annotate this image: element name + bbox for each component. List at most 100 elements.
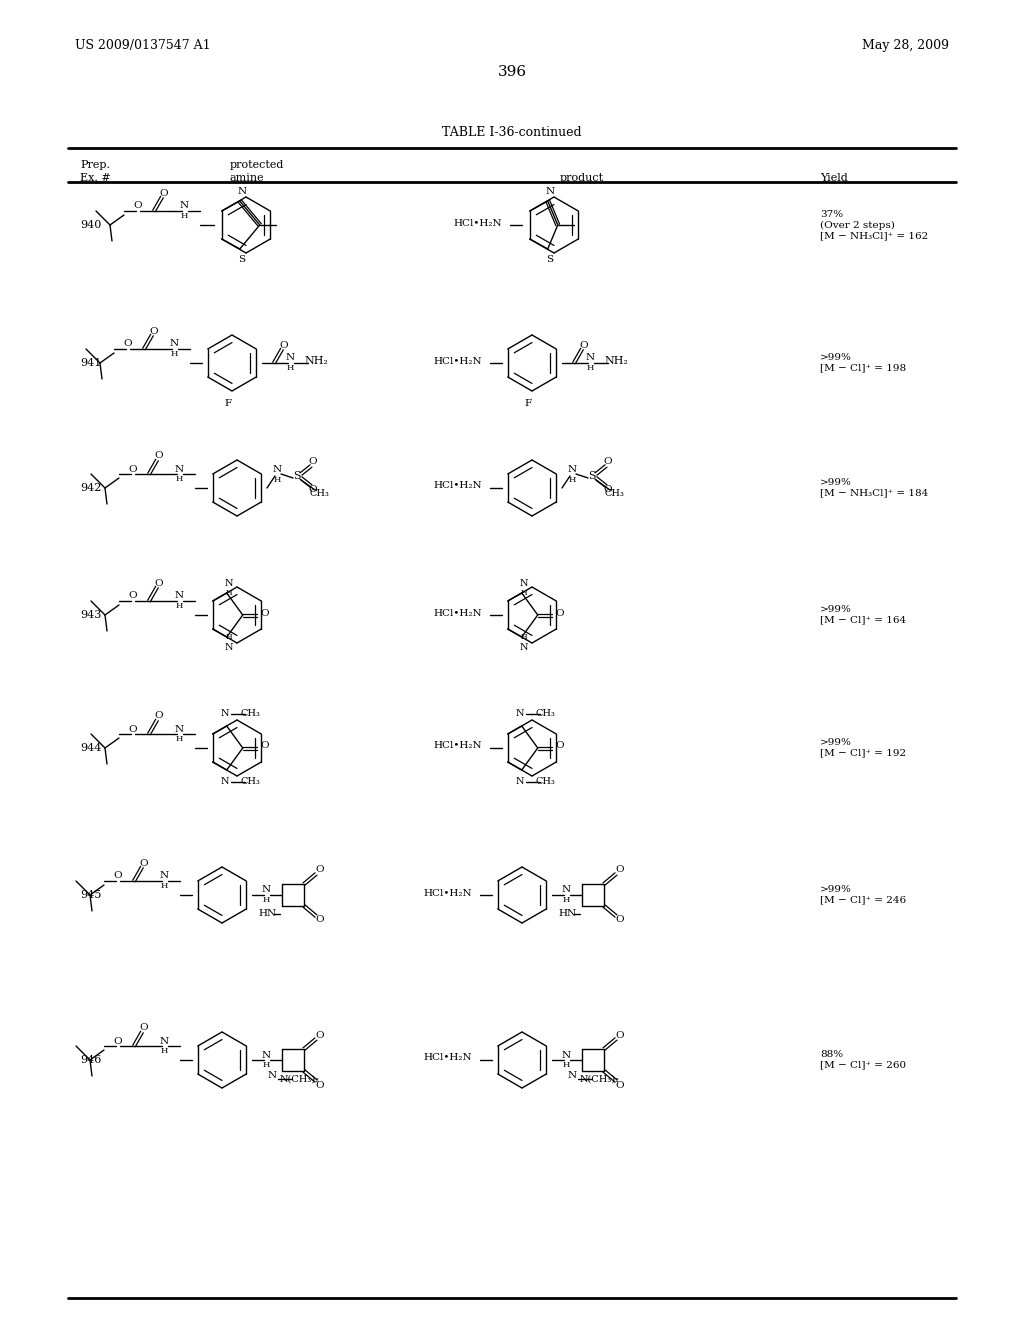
Text: N: N	[567, 466, 577, 474]
Text: N: N	[224, 578, 233, 587]
Text: H: H	[562, 896, 569, 904]
Text: H: H	[161, 882, 168, 890]
Text: O: O	[315, 1031, 325, 1040]
Text: H: H	[520, 634, 527, 642]
Text: 946: 946	[80, 1055, 101, 1065]
Text: 944: 944	[80, 743, 101, 752]
Text: O: O	[555, 742, 564, 751]
Text: 88%
[M − Cl]⁺ = 260: 88% [M − Cl]⁺ = 260	[820, 1051, 906, 1069]
Text: 943: 943	[80, 610, 101, 620]
Text: N: N	[515, 710, 524, 718]
Text: H: H	[562, 1061, 569, 1069]
Text: N: N	[267, 1072, 276, 1081]
Text: CH₃: CH₃	[536, 777, 556, 787]
Text: HN: HN	[259, 909, 278, 919]
Text: HCl•H₂N: HCl•H₂N	[454, 219, 502, 227]
Text: S: S	[588, 471, 596, 480]
Text: 940: 940	[80, 220, 101, 230]
Text: H: H	[175, 735, 182, 743]
Text: amine: amine	[230, 173, 264, 183]
Text: H: H	[170, 350, 178, 358]
Text: CH₃: CH₃	[309, 490, 329, 499]
Text: N: N	[519, 643, 528, 652]
Text: O: O	[315, 916, 325, 924]
Text: N: N	[220, 710, 229, 718]
Text: O: O	[308, 486, 317, 495]
Text: H: H	[175, 602, 182, 610]
Text: O: O	[129, 465, 137, 474]
Text: >99%
[M − Cl]⁺ = 246: >99% [M − Cl]⁺ = 246	[820, 886, 906, 904]
Text: CH₃: CH₃	[241, 777, 261, 787]
Text: N: N	[224, 643, 233, 652]
Text: O: O	[124, 339, 132, 348]
Text: O: O	[155, 451, 163, 461]
Text: Yield: Yield	[820, 173, 848, 183]
Text: NH₂: NH₂	[304, 356, 328, 366]
Text: N: N	[174, 725, 183, 734]
Text: O: O	[308, 458, 317, 466]
Text: 396: 396	[498, 65, 526, 79]
Text: O: O	[139, 1023, 148, 1032]
Text: H: H	[587, 364, 594, 372]
Text: H: H	[520, 589, 527, 597]
Text: H: H	[225, 634, 232, 642]
Text: H: H	[568, 477, 575, 484]
Text: O: O	[604, 458, 612, 466]
Text: O: O	[114, 1036, 122, 1045]
Text: HCl•H₂N: HCl•H₂N	[423, 888, 472, 898]
Text: N: N	[238, 186, 247, 195]
Text: May 28, 2009: May 28, 2009	[862, 38, 949, 51]
Text: N: N	[174, 591, 183, 601]
Text: N: N	[561, 886, 570, 895]
Text: O: O	[134, 202, 142, 210]
Text: HCl•H₂N: HCl•H₂N	[433, 609, 482, 618]
Text: >99%
[M − NH₃Cl]⁺ = 184: >99% [M − NH₃Cl]⁺ = 184	[820, 478, 928, 498]
Text: >99%
[M − Cl]⁺ = 198: >99% [M − Cl]⁺ = 198	[820, 354, 906, 372]
Text: O: O	[129, 591, 137, 601]
Text: N(CH₃)₂: N(CH₃)₂	[580, 1074, 620, 1084]
Text: H: H	[225, 589, 232, 597]
Text: N: N	[261, 1051, 270, 1060]
Text: N: N	[286, 354, 295, 363]
Text: N: N	[561, 1051, 570, 1060]
Text: CH₃: CH₃	[536, 709, 556, 718]
Text: CH₃: CH₃	[604, 490, 624, 499]
Text: S: S	[293, 471, 301, 480]
Text: N: N	[169, 339, 178, 348]
Text: O: O	[114, 871, 122, 880]
Text: TABLE I-36-continued: TABLE I-36-continued	[442, 125, 582, 139]
Text: N: N	[179, 202, 188, 210]
Text: O: O	[260, 609, 269, 618]
Text: >99%
[M − Cl]⁺ = 192: >99% [M − Cl]⁺ = 192	[820, 738, 906, 758]
Text: O: O	[615, 1081, 625, 1089]
Text: O: O	[615, 916, 625, 924]
Text: O: O	[555, 609, 564, 618]
Text: O: O	[139, 858, 148, 867]
Text: HCl•H₂N: HCl•H₂N	[423, 1053, 472, 1063]
Text: O: O	[160, 189, 168, 198]
Text: O: O	[260, 742, 269, 751]
Text: product: product	[560, 173, 604, 183]
Text: O: O	[315, 1081, 325, 1089]
Text: Prep.: Prep.	[80, 160, 110, 170]
Text: N: N	[272, 466, 282, 474]
Text: H: H	[262, 1061, 269, 1069]
Text: 945: 945	[80, 890, 101, 900]
Text: H: H	[273, 477, 281, 484]
Text: O: O	[315, 866, 325, 874]
Text: N: N	[545, 186, 554, 195]
Text: NH₂: NH₂	[604, 356, 628, 366]
Text: O: O	[155, 711, 163, 721]
Text: O: O	[150, 326, 159, 335]
Text: US 2009/0137547 A1: US 2009/0137547 A1	[75, 38, 211, 51]
Text: H: H	[161, 1047, 168, 1055]
Text: O: O	[129, 725, 137, 734]
Text: S: S	[239, 255, 246, 264]
Text: H: H	[262, 896, 269, 904]
Text: F: F	[524, 399, 531, 408]
Text: N: N	[160, 1036, 169, 1045]
Text: F: F	[224, 399, 231, 408]
Text: N: N	[519, 578, 528, 587]
Text: >99%
[M − Cl]⁺ = 164: >99% [M − Cl]⁺ = 164	[820, 606, 906, 624]
Text: H: H	[175, 475, 182, 483]
